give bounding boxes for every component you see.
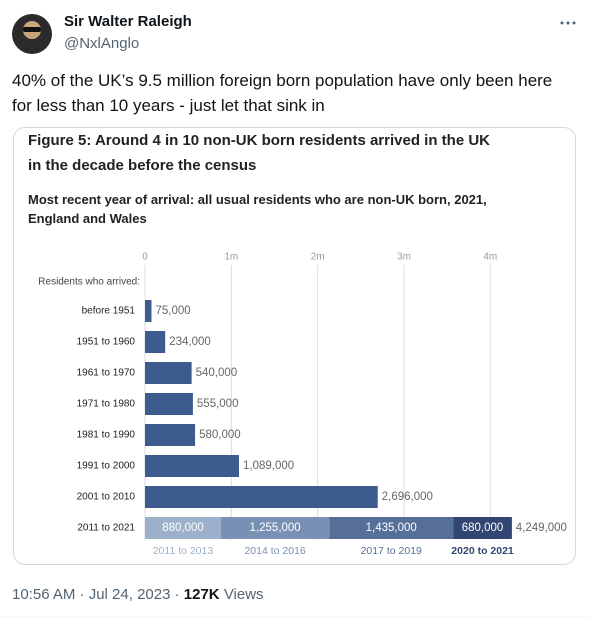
bar	[145, 331, 166, 353]
x-tick-label: 4m	[483, 252, 497, 263]
y-tick-label: 1961 to 1970	[77, 368, 136, 379]
bar	[145, 362, 192, 384]
views-label: Views	[223, 586, 264, 603]
timestamp[interactable]: 10:56 AM · Jul 24, 2023	[12, 586, 171, 603]
tweet-footer: 10:56 AM · Jul 24, 2023 · 127K Views	[12, 586, 264, 603]
bar	[145, 486, 378, 508]
x-tick-label: 1m	[224, 252, 238, 263]
segment-value-label: 1,255,000	[250, 522, 301, 534]
segment-name: 2014 to 2016	[244, 545, 305, 557]
more-dot[interactable]	[560, 21, 564, 25]
y-tick-label: 1951 to 1960	[77, 337, 136, 348]
y-tick-label: 1971 to 1980	[77, 399, 136, 410]
chart-title: Figure 5: Around 4 in 10 non-UK born res…	[28, 132, 490, 174]
segment-value-label: 1,435,000	[366, 522, 417, 534]
view-count: 127K	[183, 586, 220, 603]
segment-value-label: 680,000	[462, 522, 504, 534]
x-tick-label: 0	[142, 252, 148, 263]
value-label: 580,000	[199, 429, 241, 441]
y-axis-label: Residents who arrived:	[38, 277, 140, 288]
x-tick-label: 2m	[311, 252, 325, 263]
value-label: 75,000	[155, 305, 190, 317]
bar	[145, 300, 152, 322]
bar-segment	[220, 517, 330, 539]
bar-segment	[453, 517, 512, 539]
tweet-text: 40% of the UK’s 9.5 million foreign born…	[12, 71, 553, 115]
bar	[145, 455, 240, 477]
value-label: 4,249,000	[516, 522, 567, 534]
chart-subtitle: Most recent year of arrival: all usual r…	[28, 192, 487, 226]
y-tick-label: 1991 to 2000	[77, 461, 136, 472]
value-label: 555,000	[197, 398, 239, 410]
segment-value-label: 880,000	[162, 522, 204, 534]
separator: ·	[174, 586, 180, 603]
more-dot[interactable]	[572, 21, 576, 25]
y-tick-label: 2011 to 2021	[77, 523, 135, 534]
segment-name: 2020 to 2021	[451, 545, 514, 557]
value-label: 1,089,000	[243, 460, 294, 472]
display-name[interactable]: Sir Walter Raleigh	[64, 13, 192, 30]
x-tick-label: 3m	[397, 252, 411, 263]
segment-name: 2011 to 2013	[153, 545, 214, 557]
y-tick-label: 1981 to 1990	[77, 430, 136, 441]
bar-segment	[329, 517, 454, 539]
bar	[145, 424, 196, 446]
handle[interactable]: @NxlAnglo	[64, 35, 140, 52]
value-label: 540,000	[196, 367, 238, 379]
avatar-glasses	[23, 27, 41, 32]
segment-name: 2017 to 2019	[361, 545, 422, 557]
y-tick-label: before 1951	[82, 306, 136, 317]
value-label: 2,696,000	[382, 491, 433, 503]
bar-segment	[145, 517, 221, 539]
value-label: 234,000	[169, 336, 211, 348]
bar	[145, 393, 193, 415]
media-card[interactable]	[13, 127, 576, 565]
y-tick-label: 2001 to 2010	[77, 492, 136, 503]
more-dot[interactable]	[566, 21, 570, 25]
